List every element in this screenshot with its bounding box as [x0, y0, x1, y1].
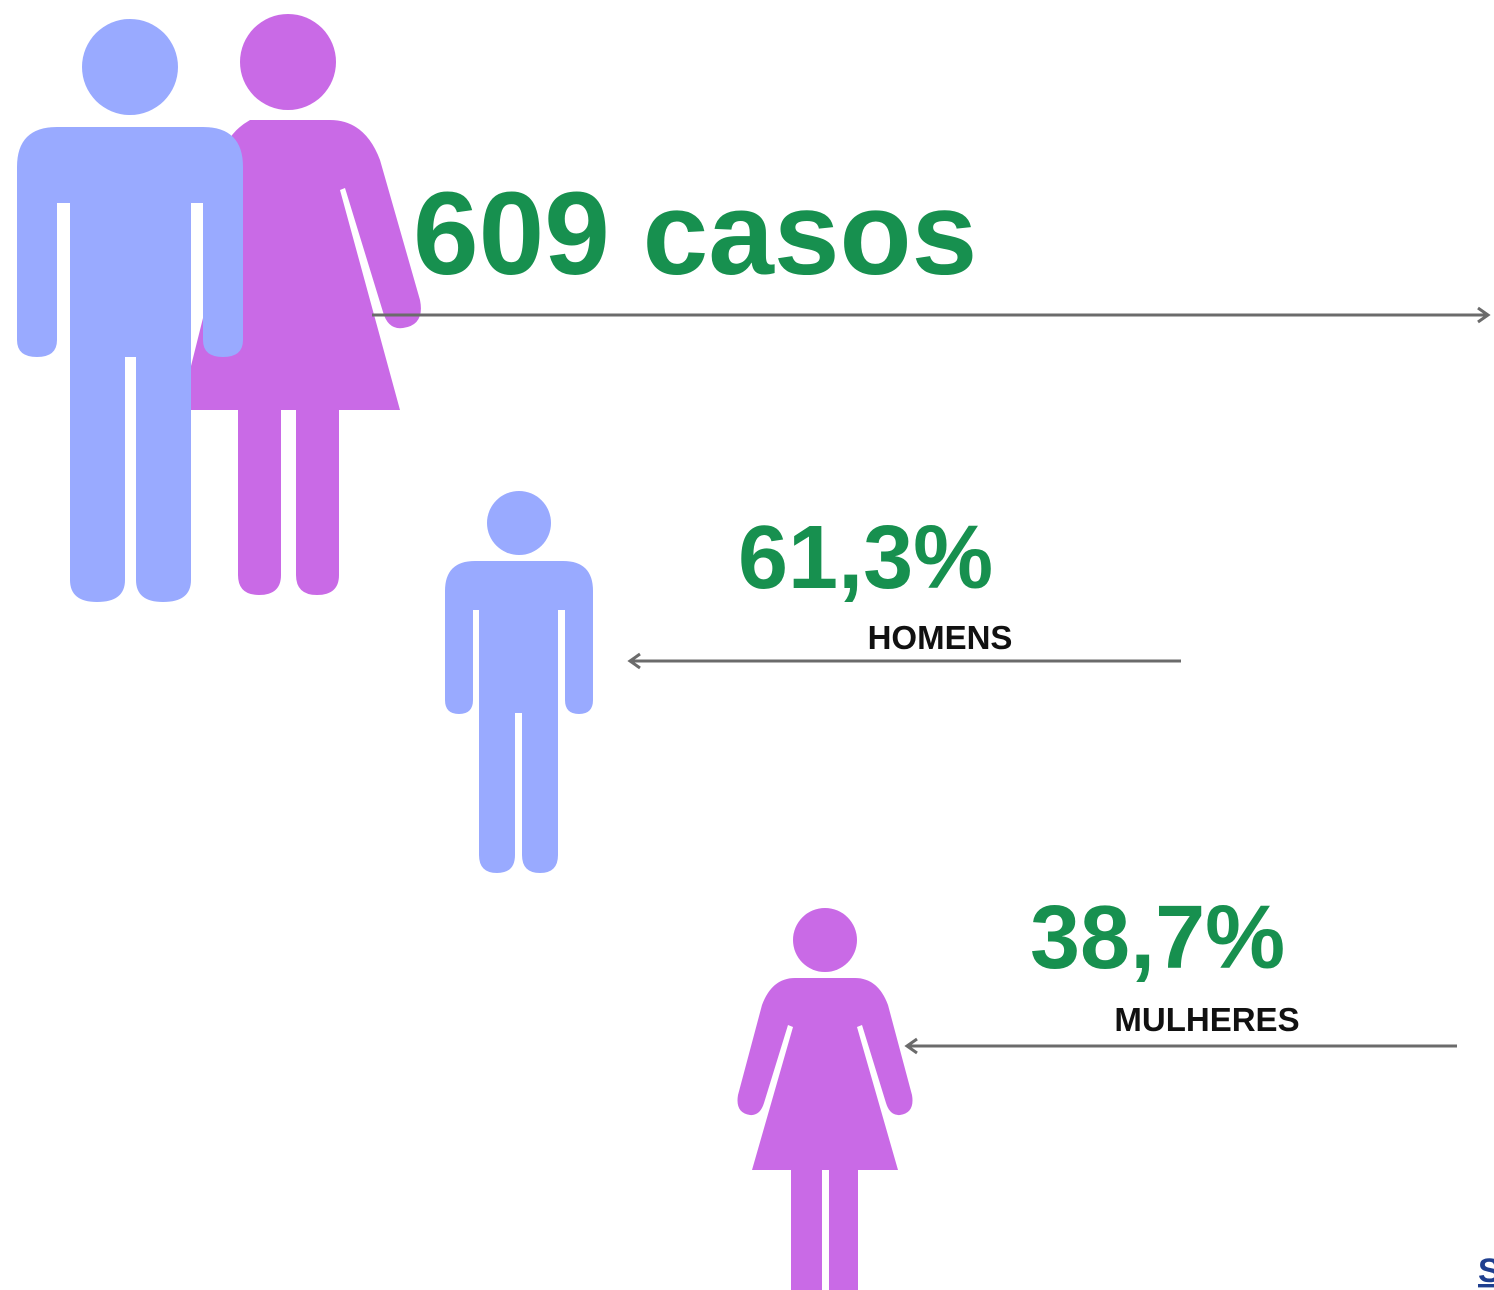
arrow-head — [904, 1037, 918, 1055]
woman-head — [240, 14, 336, 110]
arrow-head — [1477, 306, 1491, 324]
women-percent: 38,7% — [1030, 888, 1285, 988]
man-head — [82, 19, 178, 115]
footer-text: S — [1478, 1252, 1494, 1290]
man-body — [445, 561, 593, 873]
man-body — [17, 127, 243, 602]
women-label: MULHERES — [1114, 1001, 1299, 1038]
woman-head — [793, 908, 857, 972]
woman-icon — [737, 908, 913, 1290]
arrow-head — [627, 652, 641, 670]
men-label: HOMENS — [868, 619, 1013, 656]
man-head — [487, 491, 551, 555]
man-icon — [445, 491, 593, 873]
man-icon-large — [17, 19, 243, 602]
men-percent: 61,3% — [738, 508, 993, 608]
total-cases: 609 casos — [413, 168, 977, 300]
woman-body — [737, 978, 913, 1290]
